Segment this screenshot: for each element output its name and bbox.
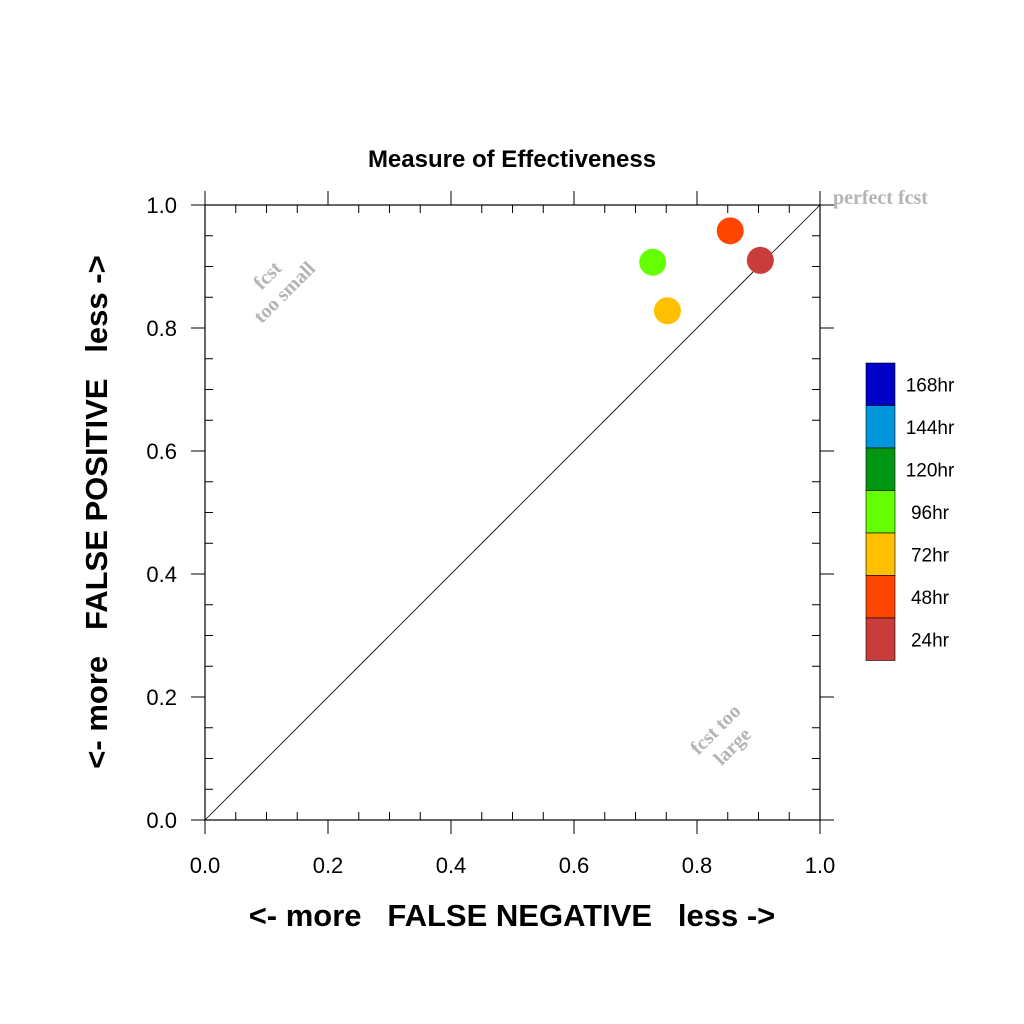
perfect-forecast-diagonal xyxy=(204,204,821,821)
point-48hr xyxy=(716,217,744,245)
legend-swatch-24hr xyxy=(865,617,896,661)
y-tick-label: 1.0 xyxy=(146,193,177,218)
point-72hr xyxy=(653,297,681,325)
legend-swatch-96hr xyxy=(865,490,896,534)
x-tick-label: 0.2 xyxy=(313,853,344,878)
legend: 168hr 144hr 120hr 96hr 72hr 48hr 24hr xyxy=(865,362,955,661)
legend-swatch-72hr xyxy=(865,532,896,576)
chart-title: Measure of Effectiveness xyxy=(368,146,656,173)
legend-label-72hr: 72hr xyxy=(911,545,950,566)
x-tick-label: 0.8 xyxy=(682,853,713,878)
point-24hr xyxy=(746,246,774,274)
legend-label-48hr: 48hr xyxy=(911,588,950,609)
legend-label-96hr: 96hr xyxy=(911,503,950,524)
axis-ticks xyxy=(191,191,834,834)
legend-label-24hr: 24hr xyxy=(911,630,950,651)
x-tick-label: 0.6 xyxy=(559,853,590,878)
y-tick-label: 0.4 xyxy=(146,562,177,587)
tick-labels: 0.0 0.2 0.4 0.6 0.8 1.0 0.0 0.2 0.4 0.6 0.8 1.0 xyxy=(146,193,835,878)
y-tick-label: 0.6 xyxy=(146,439,177,464)
x-tick-label: 0.0 xyxy=(190,853,221,878)
legend-swatch-168hr xyxy=(865,362,896,406)
point-96hr xyxy=(639,248,667,276)
x-tick-label: 1.0 xyxy=(805,853,836,878)
y-axis-title: <- more FALSE POSITIVE less -> xyxy=(79,255,114,768)
y-tick-label: 0.2 xyxy=(146,685,177,710)
legend-label-144hr: 144hr xyxy=(906,418,955,439)
legend-label-120hr: 120hr xyxy=(906,460,955,481)
y-tick-label: 0.0 xyxy=(146,808,177,833)
x-tick-label: 0.4 xyxy=(436,853,467,878)
legend-swatch-144hr xyxy=(865,405,896,449)
legend-swatch-120hr xyxy=(865,447,896,491)
too-small-annotation: fcst too small xyxy=(249,257,320,328)
data-points xyxy=(639,217,774,325)
plot-frame xyxy=(204,204,821,821)
perfect-forecast-label: perfect fcst xyxy=(833,187,928,209)
legend-label-168hr: 168hr xyxy=(906,375,955,396)
too-large-annotation: fcst too large xyxy=(686,700,756,770)
legend-swatch-48hr xyxy=(865,575,896,619)
y-tick-label: 0.8 xyxy=(146,316,177,341)
x-axis-title: <- more FALSE NEGATIVE less -> xyxy=(249,898,776,933)
